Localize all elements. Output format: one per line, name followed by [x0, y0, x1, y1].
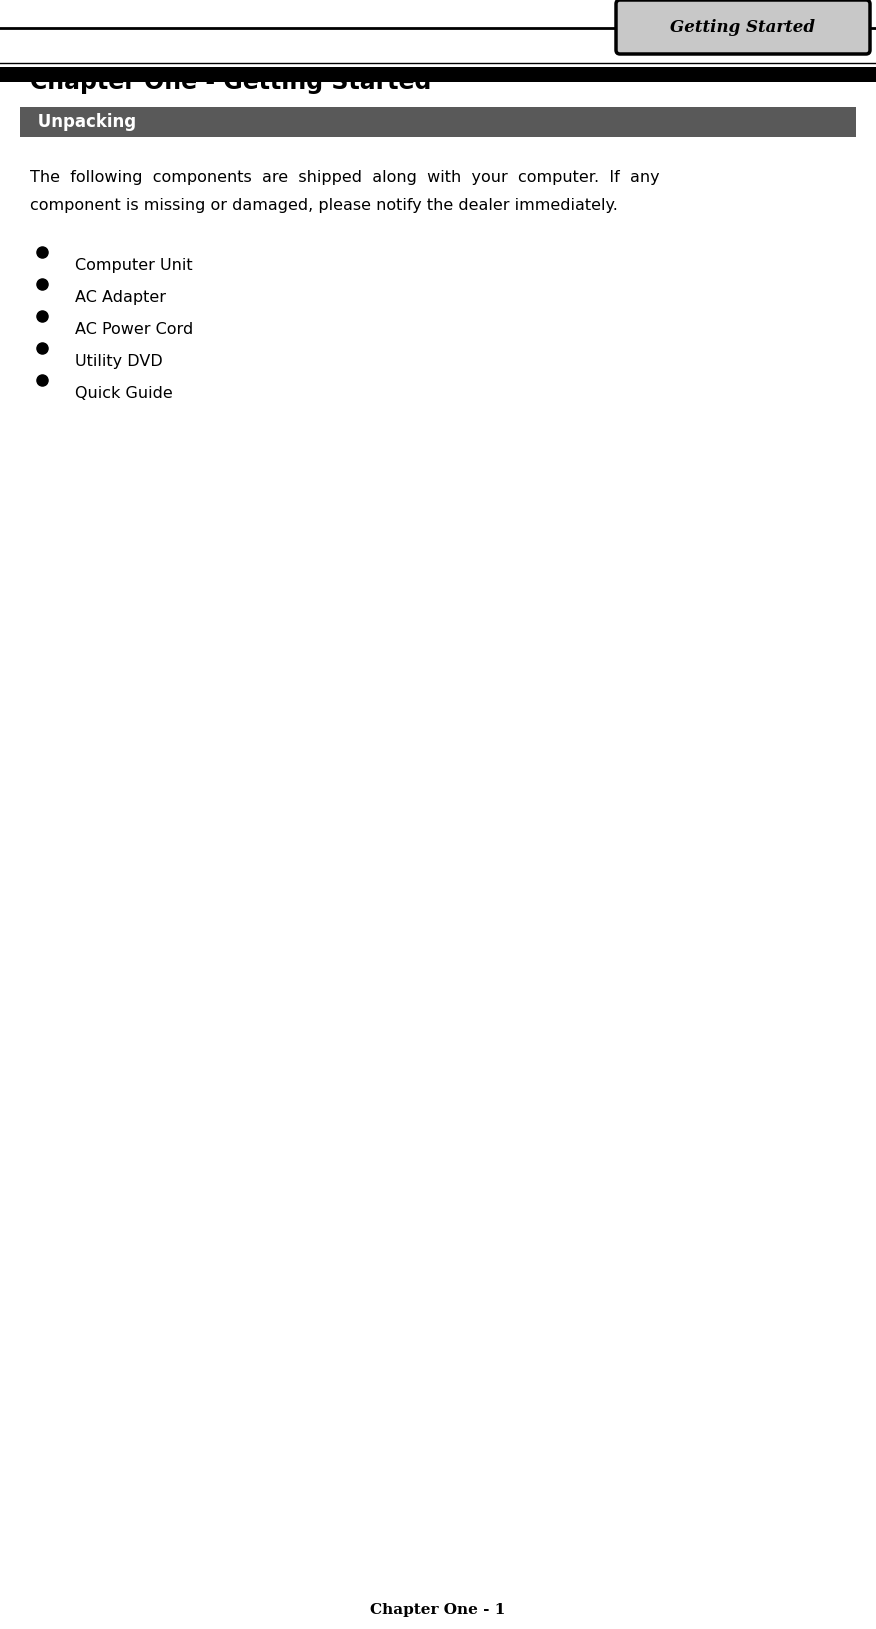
- Bar: [0, 67, 876, 81]
- Text: Unpacking: Unpacking: [32, 112, 136, 130]
- Text: AC Adapter: AC Adapter: [75, 290, 166, 305]
- Text: Chapter One - Getting Started: Chapter One - Getting Started: [30, 70, 431, 94]
- Text: Utility DVD: Utility DVD: [75, 353, 163, 370]
- Text: Getting Started: Getting Started: [670, 18, 816, 36]
- Text: Computer Unit: Computer Unit: [75, 257, 193, 274]
- Text: The  following  components  are  shipped  along  with  your  computer.  If  any: The following components are shipped alo…: [30, 169, 660, 186]
- Bar: [20, 108, 856, 137]
- Text: Chapter One - 1: Chapter One - 1: [371, 1603, 505, 1618]
- Text: AC Power Cord: AC Power Cord: [75, 323, 194, 337]
- Text: Quick Guide: Quick Guide: [75, 386, 173, 401]
- Text: component is missing or damaged, please notify the dealer immediately.: component is missing or damaged, please …: [30, 199, 618, 213]
- FancyBboxPatch shape: [616, 0, 870, 54]
